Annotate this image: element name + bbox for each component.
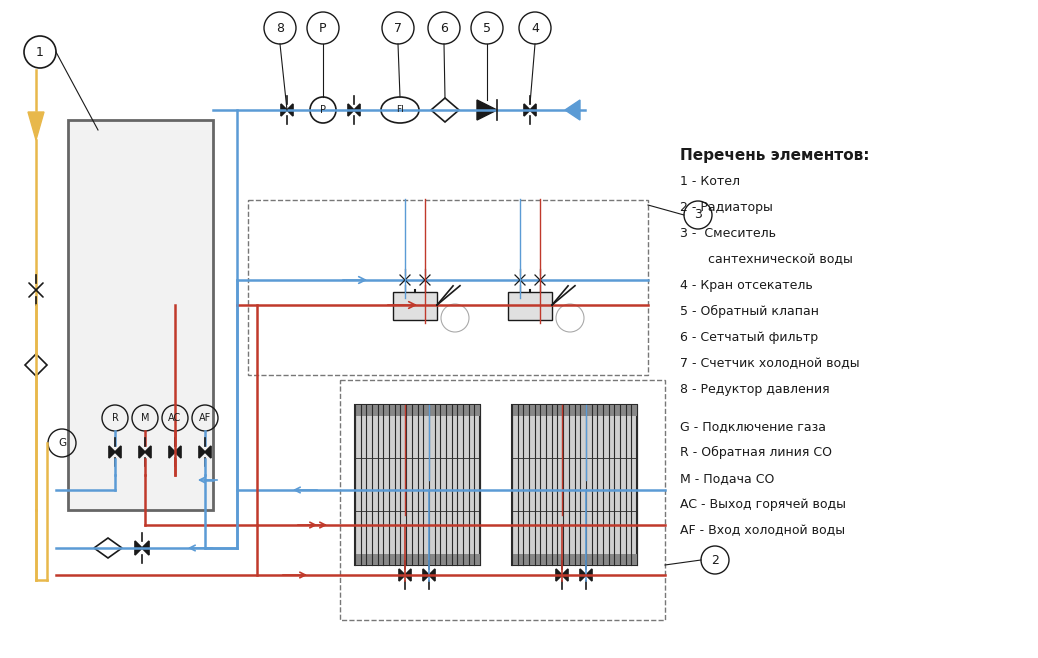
Polygon shape (286, 104, 293, 116)
Text: 2 - Радиаторы: 2 - Радиаторы (680, 201, 773, 214)
Text: 5: 5 (483, 22, 491, 34)
Bar (393, 292, 437, 320)
Text: Перечень элементов:: Перечень элементов: (680, 148, 870, 163)
Polygon shape (405, 569, 411, 581)
Text: 2: 2 (711, 553, 719, 567)
Polygon shape (348, 104, 354, 116)
Text: 6: 6 (440, 22, 448, 34)
Polygon shape (28, 112, 44, 140)
Polygon shape (399, 569, 405, 581)
Polygon shape (281, 104, 286, 116)
Bar (512, 554, 637, 565)
Bar (248, 200, 648, 375)
Text: R: R (111, 413, 118, 423)
Polygon shape (477, 100, 497, 120)
Text: 8: 8 (276, 22, 284, 34)
Polygon shape (565, 100, 580, 120)
Polygon shape (109, 446, 115, 458)
Polygon shape (424, 569, 429, 581)
Polygon shape (175, 446, 181, 458)
Bar (512, 405, 637, 417)
Text: 4: 4 (531, 22, 539, 34)
Text: 1: 1 (36, 45, 44, 59)
Polygon shape (562, 569, 568, 581)
Text: 3 -  Смеситель: 3 - Смеситель (680, 227, 776, 240)
Polygon shape (199, 446, 204, 458)
Bar (69, 120, 213, 510)
Text: G - Подключение газа: G - Подключение газа (680, 420, 826, 433)
Text: G: G (58, 438, 66, 448)
Text: 7 - Счетчик холодной воды: 7 - Счетчик холодной воды (680, 357, 859, 370)
Polygon shape (429, 569, 435, 581)
Text: AF - Вход холодной воды: AF - Вход холодной воды (680, 524, 845, 537)
Bar (340, 380, 665, 620)
Polygon shape (139, 446, 145, 458)
Polygon shape (524, 104, 530, 116)
Text: M - Подача СО: M - Подача СО (680, 472, 774, 485)
Text: 4 - Кран отсекатель: 4 - Кран отсекатель (680, 279, 813, 292)
Text: P: P (320, 105, 326, 115)
Text: FI: FI (397, 105, 404, 114)
Bar (512, 405, 637, 565)
Bar (355, 554, 480, 565)
Text: 5 - Обратный клапан: 5 - Обратный клапан (680, 305, 819, 318)
Text: 1 - Котел: 1 - Котел (680, 175, 740, 188)
Text: P: P (320, 22, 327, 34)
Polygon shape (354, 104, 360, 116)
Text: AC - Выход горячей воды: AC - Выход горячей воды (680, 498, 846, 511)
Text: 8 - Редуктор давления: 8 - Редуктор давления (680, 383, 829, 396)
Polygon shape (556, 569, 562, 581)
Text: M: M (141, 413, 149, 423)
Polygon shape (169, 446, 175, 458)
Bar (508, 292, 552, 320)
Text: AF: AF (199, 413, 211, 423)
Text: 7: 7 (394, 22, 402, 34)
Polygon shape (135, 541, 142, 555)
Polygon shape (580, 569, 586, 581)
Polygon shape (204, 446, 211, 458)
Polygon shape (142, 541, 149, 555)
Polygon shape (530, 104, 536, 116)
Text: 6 - Сетчатый фильтр: 6 - Сетчатый фильтр (680, 331, 818, 344)
Polygon shape (145, 446, 151, 458)
Text: R - Обратная линия СО: R - Обратная линия СО (680, 446, 832, 459)
Bar (355, 405, 480, 417)
Bar (355, 405, 480, 565)
Text: 3: 3 (694, 209, 702, 222)
Polygon shape (586, 569, 592, 581)
Text: AC: AC (168, 413, 182, 423)
Text: сантехнической воды: сантехнической воды (680, 253, 853, 266)
Polygon shape (115, 446, 121, 458)
